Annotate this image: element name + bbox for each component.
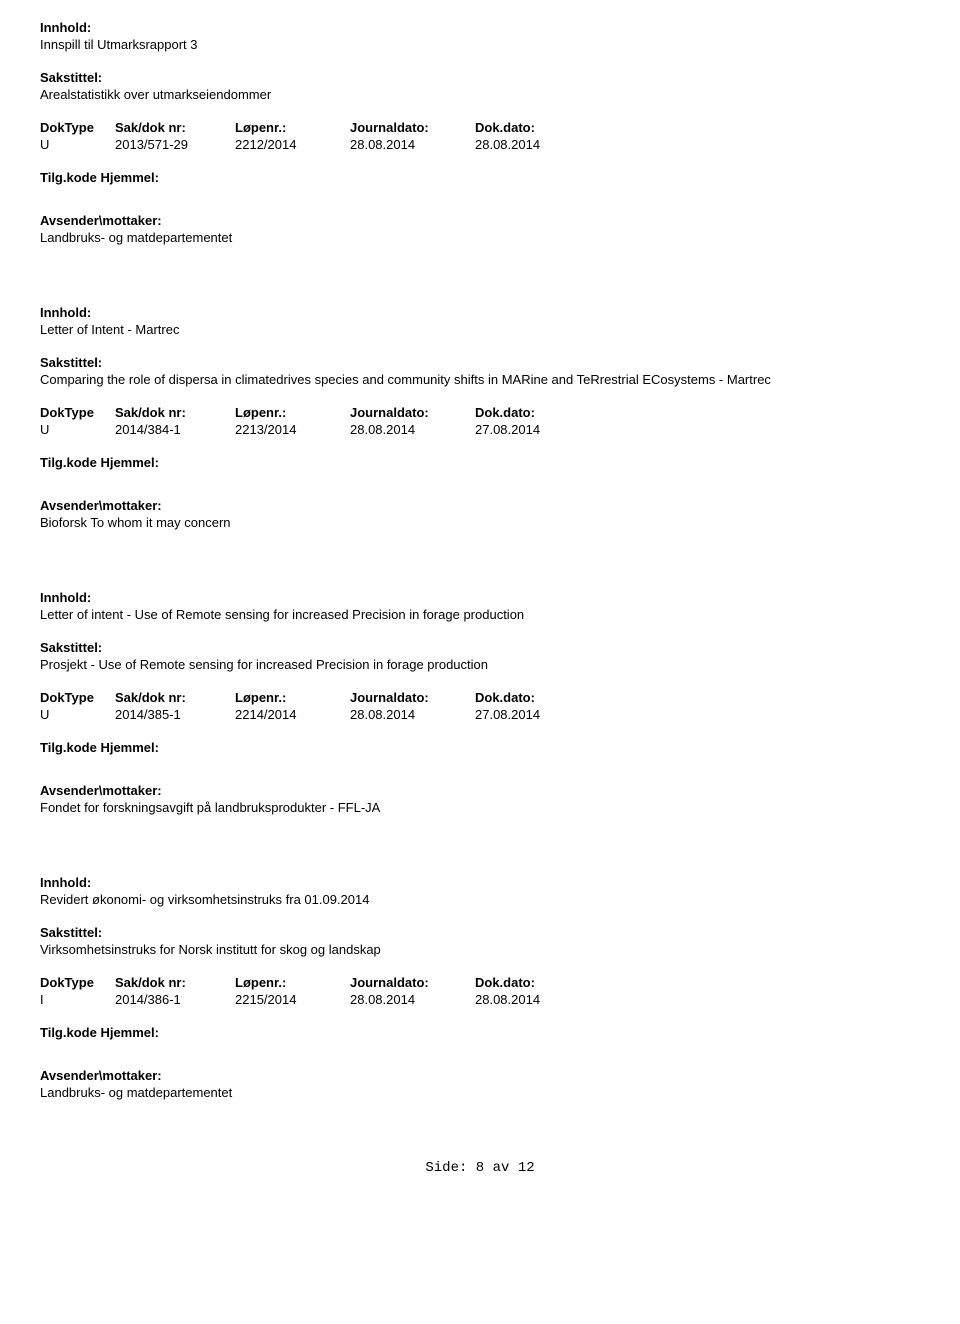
header-journaldato: Journaldato:	[350, 975, 475, 990]
header-sakdoknr: Sak/dok nr:	[115, 120, 235, 135]
hjemmel-label: Hjemmel:	[100, 455, 159, 470]
innhold-value: Revidert økonomi- og virksomhetsinstruks…	[40, 892, 920, 907]
tilg-hjemmel-row: Tilg.kode Hjemmel:	[40, 1025, 920, 1040]
value-dokdato: 27.08.2014	[475, 422, 595, 437]
hjemmel-label: Hjemmel:	[100, 170, 159, 185]
avsender-value: Fondet for forskningsavgift på landbruks…	[40, 800, 920, 815]
avsender-section: Avsender\mottaker: Bioforsk To whom it m…	[40, 498, 920, 530]
journal-entry: Innhold: Revidert økonomi- og virksomhet…	[40, 875, 920, 1100]
value-doktype: U	[40, 422, 115, 437]
sakstittel-label: Sakstittel:	[40, 355, 920, 370]
value-doktype: I	[40, 992, 115, 1007]
footer-page: 8	[476, 1160, 484, 1176]
header-sakdoknr: Sak/dok nr:	[115, 975, 235, 990]
value-doktype: U	[40, 707, 115, 722]
tilgkode-label: Tilg.kode	[40, 1025, 97, 1040]
table-header-row: DokType Sak/dok nr: Løpenr.: Journaldato…	[40, 120, 920, 135]
tilg-hjemmel-row: Tilg.kode Hjemmel:	[40, 455, 920, 470]
page-footer: Side: 8 av 12	[40, 1160, 920, 1176]
avsender-section: Avsender\mottaker: Landbruks- og matdepa…	[40, 213, 920, 245]
value-dokdato: 28.08.2014	[475, 992, 595, 1007]
table-data-row: U 2013/571-29 2212/2014 28.08.2014 28.08…	[40, 137, 920, 152]
header-sakdoknr: Sak/dok nr:	[115, 405, 235, 420]
journal-entry: Innhold: Innspill til Utmarksrapport 3 S…	[40, 20, 920, 245]
header-doktype: DokType	[40, 405, 115, 420]
footer-prefix: Side:	[425, 1160, 467, 1176]
value-journaldato: 28.08.2014	[350, 137, 475, 152]
innhold-label: Innhold:	[40, 305, 920, 320]
header-dokdato: Dok.dato:	[475, 690, 595, 705]
value-journaldato: 28.08.2014	[350, 422, 475, 437]
avsender-section: Avsender\mottaker: Landbruks- og matdepa…	[40, 1068, 920, 1100]
header-doktype: DokType	[40, 690, 115, 705]
value-lopenr: 2214/2014	[235, 707, 350, 722]
tilgkode-label: Tilg.kode	[40, 170, 97, 185]
avsender-value: Landbruks- og matdepartementet	[40, 230, 920, 245]
sakstittel-label: Sakstittel:	[40, 640, 920, 655]
header-lopenr: Løpenr.:	[235, 975, 350, 990]
table-header-row: DokType Sak/dok nr: Løpenr.: Journaldato…	[40, 975, 920, 990]
value-journaldato: 28.08.2014	[350, 707, 475, 722]
tilg-hjemmel-row: Tilg.kode Hjemmel:	[40, 170, 920, 185]
innhold-label: Innhold:	[40, 875, 920, 890]
header-dokdato: Dok.dato:	[475, 120, 595, 135]
avsender-label: Avsender\mottaker:	[40, 783, 920, 798]
value-sakdoknr: 2013/571-29	[115, 137, 235, 152]
avsender-value: Bioforsk To whom it may concern	[40, 515, 920, 530]
tilgkode-label: Tilg.kode	[40, 455, 97, 470]
value-doktype: U	[40, 137, 115, 152]
value-dokdato: 28.08.2014	[475, 137, 595, 152]
header-lopenr: Løpenr.:	[235, 405, 350, 420]
sakstittel-value: Virksomhetsinstruks for Norsk institutt …	[40, 942, 920, 957]
value-lopenr: 2212/2014	[235, 137, 350, 152]
avsender-label: Avsender\mottaker:	[40, 1068, 920, 1083]
sakstittel-label: Sakstittel:	[40, 925, 920, 940]
header-dokdato: Dok.dato:	[475, 975, 595, 990]
sakstittel-value: Comparing the role of dispersa in climat…	[40, 372, 920, 387]
value-journaldato: 28.08.2014	[350, 992, 475, 1007]
avsender-value: Landbruks- og matdepartementet	[40, 1085, 920, 1100]
header-dokdato: Dok.dato:	[475, 405, 595, 420]
table-data-row: I 2014/386-1 2215/2014 28.08.2014 28.08.…	[40, 992, 920, 1007]
innhold-label: Innhold:	[40, 20, 920, 35]
value-sakdoknr: 2014/384-1	[115, 422, 235, 437]
value-dokdato: 27.08.2014	[475, 707, 595, 722]
hjemmel-label: Hjemmel:	[100, 740, 159, 755]
value-sakdoknr: 2014/385-1	[115, 707, 235, 722]
header-lopenr: Løpenr.:	[235, 120, 350, 135]
sakstittel-value: Prosjekt - Use of Remote sensing for inc…	[40, 657, 920, 672]
innhold-value: Letter of Intent - Martrec	[40, 322, 920, 337]
avsender-section: Avsender\mottaker: Fondet for forsknings…	[40, 783, 920, 815]
value-lopenr: 2213/2014	[235, 422, 350, 437]
avsender-label: Avsender\mottaker:	[40, 498, 920, 513]
footer-total: 12	[518, 1160, 535, 1176]
header-lopenr: Løpenr.:	[235, 690, 350, 705]
header-doktype: DokType	[40, 975, 115, 990]
innhold-value: Letter of intent - Use of Remote sensing…	[40, 607, 920, 622]
header-sakdoknr: Sak/dok nr:	[115, 690, 235, 705]
tilgkode-label: Tilg.kode	[40, 740, 97, 755]
value-lopenr: 2215/2014	[235, 992, 350, 1007]
sakstittel-value: Arealstatistikk over utmarkseiendommer	[40, 87, 920, 102]
table-header-row: DokType Sak/dok nr: Løpenr.: Journaldato…	[40, 690, 920, 705]
header-journaldato: Journaldato:	[350, 405, 475, 420]
value-sakdoknr: 2014/386-1	[115, 992, 235, 1007]
innhold-label: Innhold:	[40, 590, 920, 605]
tilg-hjemmel-row: Tilg.kode Hjemmel:	[40, 740, 920, 755]
journal-entry: Innhold: Letter of Intent - Martrec Saks…	[40, 305, 920, 530]
header-journaldato: Journaldato:	[350, 120, 475, 135]
avsender-label: Avsender\mottaker:	[40, 213, 920, 228]
header-doktype: DokType	[40, 120, 115, 135]
journal-entry: Innhold: Letter of intent - Use of Remot…	[40, 590, 920, 815]
table-data-row: U 2014/384-1 2213/2014 28.08.2014 27.08.…	[40, 422, 920, 437]
hjemmel-label: Hjemmel:	[100, 1025, 159, 1040]
table-header-row: DokType Sak/dok nr: Løpenr.: Journaldato…	[40, 405, 920, 420]
table-data-row: U 2014/385-1 2214/2014 28.08.2014 27.08.…	[40, 707, 920, 722]
footer-separator: av	[493, 1160, 510, 1176]
innhold-value: Innspill til Utmarksrapport 3	[40, 37, 920, 52]
header-journaldato: Journaldato:	[350, 690, 475, 705]
sakstittel-label: Sakstittel:	[40, 70, 920, 85]
